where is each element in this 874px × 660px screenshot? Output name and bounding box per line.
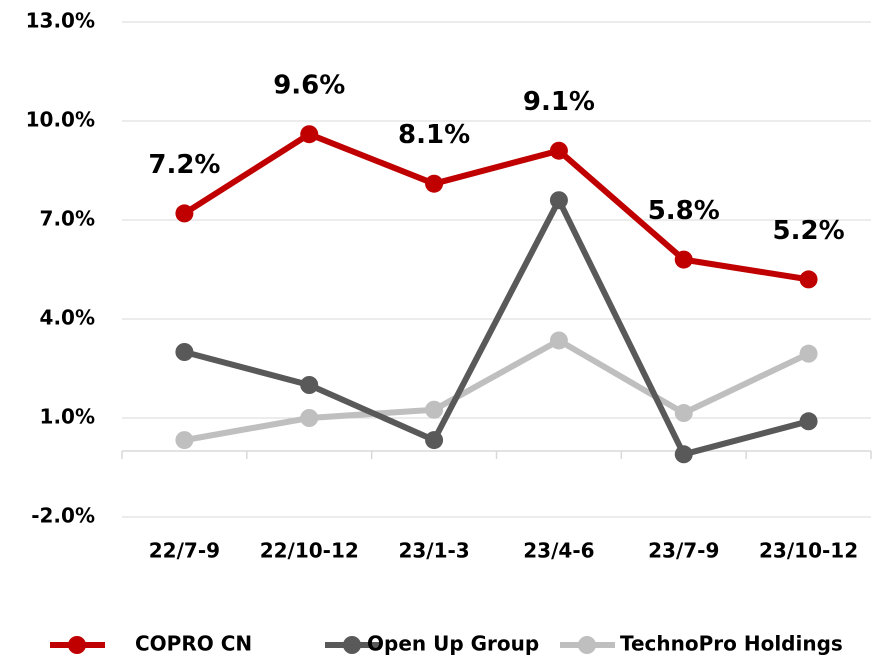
data-point bbox=[175, 204, 194, 223]
legend-label: TechnoPro Holdings bbox=[620, 632, 843, 656]
legend-label: COPRO CN bbox=[135, 632, 252, 656]
data-point bbox=[799, 270, 818, 289]
data-point bbox=[175, 343, 194, 361]
x-tick-label: 23/7-9 bbox=[648, 539, 719, 563]
data-label: 8.1% bbox=[398, 120, 470, 150]
x-tick-label: 22/10-12 bbox=[260, 539, 359, 563]
y-tick-label: 1.0% bbox=[40, 405, 95, 429]
data-point bbox=[674, 445, 693, 464]
y-tick-label: 13.0% bbox=[26, 9, 95, 33]
data-label: 7.2% bbox=[148, 150, 220, 180]
series-line bbox=[183, 337, 810, 444]
data-label: 5.8% bbox=[648, 196, 720, 226]
x-tick-label: 23/10-12 bbox=[759, 539, 858, 563]
data-point bbox=[549, 141, 568, 160]
y-tick-label: -2.0% bbox=[31, 504, 95, 528]
data-point bbox=[549, 331, 568, 350]
x-tick-label: 23/1-3 bbox=[398, 539, 469, 563]
series-line bbox=[183, 197, 810, 458]
x-tick-label: 23/4-6 bbox=[523, 539, 594, 563]
data-point bbox=[799, 344, 818, 363]
legend-swatch-dot bbox=[68, 636, 86, 654]
data-point bbox=[175, 431, 194, 450]
y-tick-label: 4.0% bbox=[40, 306, 95, 330]
data-point bbox=[425, 400, 444, 419]
y-tick-label: 7.0% bbox=[40, 207, 95, 231]
data-point bbox=[674, 404, 693, 423]
series-line bbox=[182, 131, 810, 283]
data-point bbox=[300, 409, 319, 427]
legend-label: Open Up Group bbox=[367, 632, 539, 656]
x-tick-label: 22/7-9 bbox=[149, 539, 220, 563]
data-label: 9.6% bbox=[273, 71, 345, 101]
data-label: 9.1% bbox=[523, 87, 595, 117]
legend-swatch-dot bbox=[578, 636, 596, 654]
data-point bbox=[300, 376, 319, 394]
y-tick-label: 10.0% bbox=[26, 108, 95, 132]
legend-swatch-dot bbox=[343, 636, 361, 654]
data-point bbox=[425, 431, 444, 450]
data-point bbox=[674, 250, 693, 269]
data-point bbox=[799, 412, 818, 431]
data-point bbox=[425, 174, 444, 193]
data-label: 5.2% bbox=[773, 216, 845, 246]
data-point bbox=[300, 125, 319, 144]
data-point bbox=[549, 191, 568, 210]
